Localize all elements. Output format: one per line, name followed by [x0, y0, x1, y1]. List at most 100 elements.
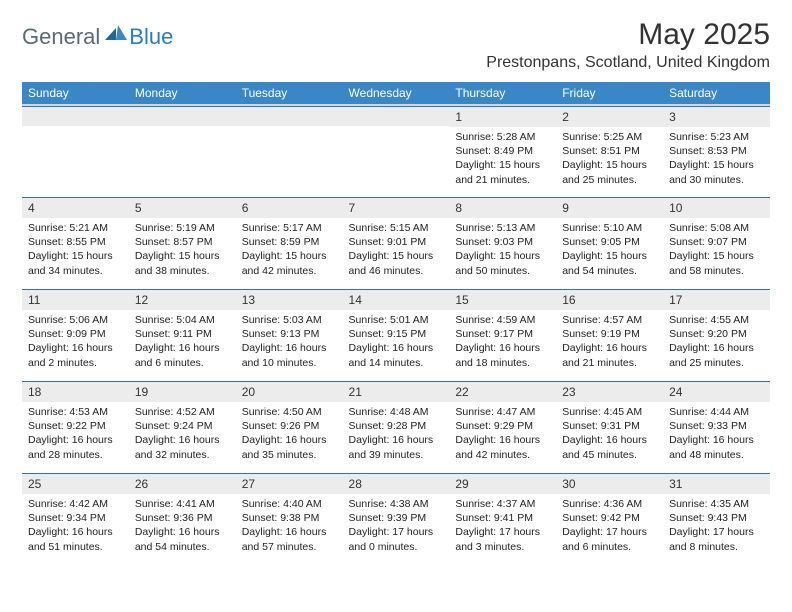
calendar-body: 1Sunrise: 5:28 AMSunset: 8:49 PMDaylight…	[22, 105, 770, 565]
sunrise-line: Sunrise: 4:48 AM	[349, 405, 444, 419]
calendar-cell: 22Sunrise: 4:47 AMSunset: 9:29 PMDayligh…	[449, 381, 556, 473]
day-details: Sunrise: 4:41 AMSunset: 9:36 PMDaylight:…	[129, 494, 236, 556]
calendar-cell: 19Sunrise: 4:52 AMSunset: 9:24 PMDayligh…	[129, 381, 236, 473]
sunset-line: Sunset: 9:41 PM	[455, 511, 550, 525]
day-wrap: 22Sunrise: 4:47 AMSunset: 9:29 PMDayligh…	[449, 381, 556, 473]
sunrise-line: Sunrise: 5:25 AM	[562, 130, 657, 144]
calendar-cell: 17Sunrise: 4:55 AMSunset: 9:20 PMDayligh…	[663, 289, 770, 381]
calendar-cell	[236, 105, 343, 197]
sunrise-line: Sunrise: 5:13 AM	[455, 221, 550, 235]
day-wrap: 17Sunrise: 4:55 AMSunset: 9:20 PMDayligh…	[663, 289, 770, 381]
day-details: Sunrise: 5:25 AMSunset: 8:51 PMDaylight:…	[556, 127, 663, 189]
calendar-cell: 21Sunrise: 4:48 AMSunset: 9:28 PMDayligh…	[343, 381, 450, 473]
sunset-line: Sunset: 9:01 PM	[349, 235, 444, 249]
sunrise-line: Sunrise: 4:47 AM	[455, 405, 550, 419]
calendar-cell: 16Sunrise: 4:57 AMSunset: 9:19 PMDayligh…	[556, 289, 663, 381]
day-number: 18	[22, 381, 129, 402]
sunrise-line: Sunrise: 4:45 AM	[562, 405, 657, 419]
sunset-line: Sunset: 9:09 PM	[28, 327, 123, 341]
day-header: Thursday	[449, 82, 556, 105]
daylight-line: Daylight: 16 hours and 54 minutes.	[135, 525, 230, 553]
sunset-line: Sunset: 9:26 PM	[242, 419, 337, 433]
daylight-line: Daylight: 16 hours and 18 minutes.	[455, 341, 550, 369]
sunset-line: Sunset: 9:22 PM	[28, 419, 123, 433]
day-number: 16	[556, 289, 663, 310]
calendar-cell: 8Sunrise: 5:13 AMSunset: 9:03 PMDaylight…	[449, 197, 556, 289]
daylight-line: Daylight: 15 hours and 58 minutes.	[669, 249, 764, 277]
sunrise-line: Sunrise: 4:42 AM	[28, 497, 123, 511]
day-number: 21	[343, 381, 450, 402]
daylight-line: Daylight: 15 hours and 42 minutes.	[242, 249, 337, 277]
day-number: 23	[556, 381, 663, 402]
day-details: Sunrise: 5:23 AMSunset: 8:53 PMDaylight:…	[663, 127, 770, 189]
calendar-cell	[343, 105, 450, 197]
daylight-line: Daylight: 15 hours and 34 minutes.	[28, 249, 123, 277]
day-details: Sunrise: 5:28 AMSunset: 8:49 PMDaylight:…	[449, 127, 556, 189]
calendar-cell: 1Sunrise: 5:28 AMSunset: 8:49 PMDaylight…	[449, 105, 556, 197]
day-details: Sunrise: 5:10 AMSunset: 9:05 PMDaylight:…	[556, 218, 663, 280]
daylight-line: Daylight: 16 hours and 45 minutes.	[562, 433, 657, 461]
day-number: 10	[663, 197, 770, 218]
sunset-line: Sunset: 9:03 PM	[455, 235, 550, 249]
calendar-cell: 25Sunrise: 4:42 AMSunset: 9:34 PMDayligh…	[22, 473, 129, 565]
day-details: Sunrise: 4:55 AMSunset: 9:20 PMDaylight:…	[663, 310, 770, 372]
day-wrap: 26Sunrise: 4:41 AMSunset: 9:36 PMDayligh…	[129, 473, 236, 565]
day-wrap: 7Sunrise: 5:15 AMSunset: 9:01 PMDaylight…	[343, 197, 450, 289]
day-number: 28	[343, 473, 450, 494]
daylight-line: Daylight: 17 hours and 8 minutes.	[669, 525, 764, 553]
day-number: 9	[556, 197, 663, 218]
day-wrap: 10Sunrise: 5:08 AMSunset: 9:07 PMDayligh…	[663, 197, 770, 289]
day-wrap: 9Sunrise: 5:10 AMSunset: 9:05 PMDaylight…	[556, 197, 663, 289]
calendar-cell: 30Sunrise: 4:36 AMSunset: 9:42 PMDayligh…	[556, 473, 663, 565]
sunrise-line: Sunrise: 4:57 AM	[562, 313, 657, 327]
empty-day-bar	[22, 106, 129, 126]
day-details: Sunrise: 5:08 AMSunset: 9:07 PMDaylight:…	[663, 218, 770, 280]
day-wrap: 21Sunrise: 4:48 AMSunset: 9:28 PMDayligh…	[343, 381, 450, 473]
daylight-line: Daylight: 16 hours and 51 minutes.	[28, 525, 123, 553]
day-details: Sunrise: 4:38 AMSunset: 9:39 PMDaylight:…	[343, 494, 450, 556]
day-details: Sunrise: 4:40 AMSunset: 9:38 PMDaylight:…	[236, 494, 343, 556]
calendar-cell: 24Sunrise: 4:44 AMSunset: 9:33 PMDayligh…	[663, 381, 770, 473]
day-number: 25	[22, 473, 129, 494]
day-details: Sunrise: 4:36 AMSunset: 9:42 PMDaylight:…	[556, 494, 663, 556]
sunset-line: Sunset: 9:07 PM	[669, 235, 764, 249]
sunset-line: Sunset: 9:13 PM	[242, 327, 337, 341]
day-header-row: Sunday Monday Tuesday Wednesday Thursday…	[22, 82, 770, 105]
calendar-cell: 29Sunrise: 4:37 AMSunset: 9:41 PMDayligh…	[449, 473, 556, 565]
sunset-line: Sunset: 9:15 PM	[349, 327, 444, 341]
calendar-row: 11Sunrise: 5:06 AMSunset: 9:09 PMDayligh…	[22, 289, 770, 381]
daylight-line: Daylight: 16 hours and 32 minutes.	[135, 433, 230, 461]
sunrise-line: Sunrise: 5:21 AM	[28, 221, 123, 235]
sunset-line: Sunset: 9:24 PM	[135, 419, 230, 433]
day-number: 20	[236, 381, 343, 402]
day-header: Saturday	[663, 82, 770, 105]
day-wrap: 11Sunrise: 5:06 AMSunset: 9:09 PMDayligh…	[22, 289, 129, 381]
day-details: Sunrise: 4:42 AMSunset: 9:34 PMDaylight:…	[22, 494, 129, 556]
calendar-cell: 11Sunrise: 5:06 AMSunset: 9:09 PMDayligh…	[22, 289, 129, 381]
day-number: 6	[236, 197, 343, 218]
sunset-line: Sunset: 8:49 PM	[455, 144, 550, 158]
calendar-cell	[129, 105, 236, 197]
day-number: 30	[556, 473, 663, 494]
daylight-line: Daylight: 16 hours and 48 minutes.	[669, 433, 764, 461]
sunrise-line: Sunrise: 4:44 AM	[669, 405, 764, 419]
calendar-cell: 15Sunrise: 4:59 AMSunset: 9:17 PMDayligh…	[449, 289, 556, 381]
sunset-line: Sunset: 9:34 PM	[28, 511, 123, 525]
daylight-line: Daylight: 16 hours and 57 minutes.	[242, 525, 337, 553]
day-wrap: 18Sunrise: 4:53 AMSunset: 9:22 PMDayligh…	[22, 381, 129, 473]
sunset-line: Sunset: 9:38 PM	[242, 511, 337, 525]
day-header: Tuesday	[236, 82, 343, 105]
day-number: 27	[236, 473, 343, 494]
sunrise-line: Sunrise: 4:52 AM	[135, 405, 230, 419]
calendar-row: 4Sunrise: 5:21 AMSunset: 8:55 PMDaylight…	[22, 197, 770, 289]
sunrise-line: Sunrise: 5:15 AM	[349, 221, 444, 235]
day-details: Sunrise: 5:04 AMSunset: 9:11 PMDaylight:…	[129, 310, 236, 372]
day-wrap: 27Sunrise: 4:40 AMSunset: 9:38 PMDayligh…	[236, 473, 343, 565]
day-wrap: 4Sunrise: 5:21 AMSunset: 8:55 PMDaylight…	[22, 197, 129, 289]
calendar-cell: 26Sunrise: 4:41 AMSunset: 9:36 PMDayligh…	[129, 473, 236, 565]
day-wrap: 13Sunrise: 5:03 AMSunset: 9:13 PMDayligh…	[236, 289, 343, 381]
day-number: 22	[449, 381, 556, 402]
sunrise-line: Sunrise: 4:41 AM	[135, 497, 230, 511]
daylight-line: Daylight: 16 hours and 28 minutes.	[28, 433, 123, 461]
day-header: Friday	[556, 82, 663, 105]
